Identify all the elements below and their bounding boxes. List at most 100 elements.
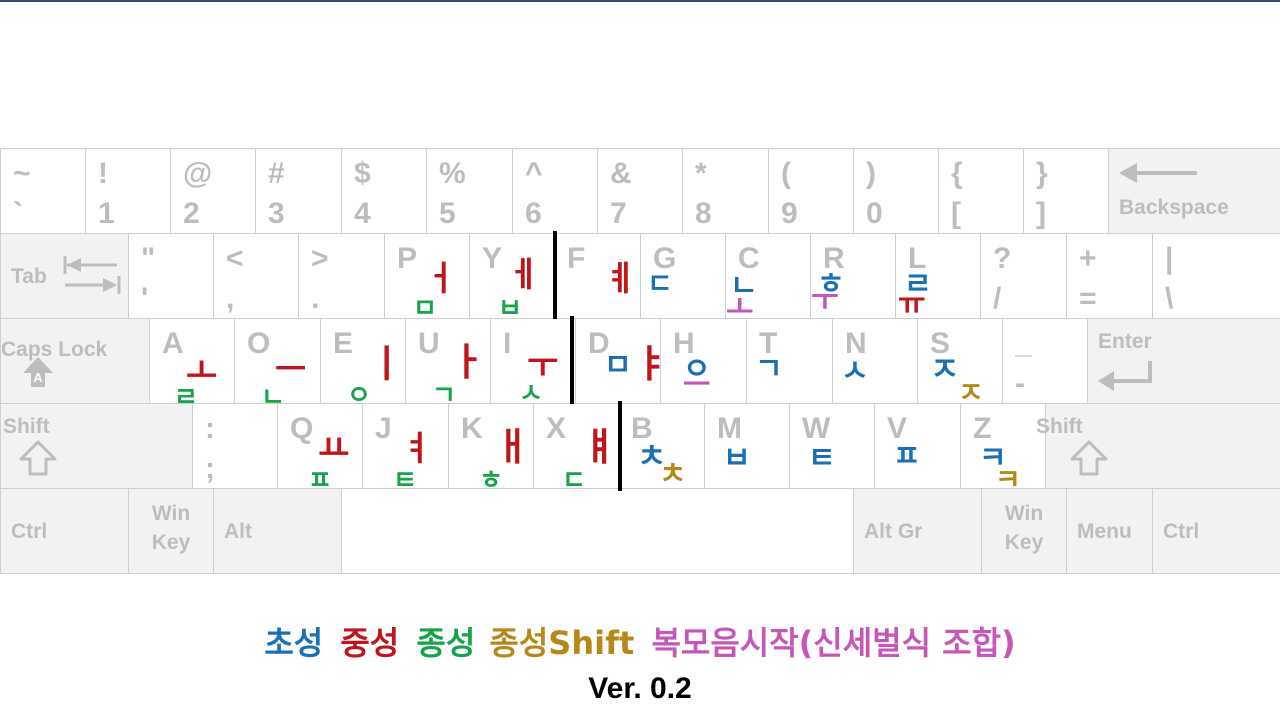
key-secondary-legend: 7 bbox=[610, 197, 627, 230]
key-number-row-12--[interactable]: }] bbox=[1023, 148, 1109, 234]
color-legend: 초성 중성 종성 종성Shift 복모음시작(신세벌식 조합) bbox=[0, 618, 1280, 664]
hangul-choseong-glyph: ㅅ bbox=[841, 354, 869, 389]
key-number-row-13-backspace[interactable]: Backspace bbox=[1108, 148, 1280, 234]
key-primary-legend: S bbox=[930, 327, 951, 360]
key-number-row-3--[interactable]: #3 bbox=[255, 148, 342, 234]
hangul-jongseong-glyph: ㅁ bbox=[413, 294, 437, 324]
key-top-row-9-r[interactable]: Rㅎㅜ bbox=[810, 233, 896, 319]
hangul-jungseong-glyph: ㅓ bbox=[425, 259, 457, 299]
key-number-row-8--[interactable]: * 8 bbox=[682, 148, 769, 234]
hangul-jungseong-glyph: ㅡ bbox=[275, 350, 307, 390]
key-primary-legend: ~ bbox=[13, 157, 31, 190]
key-space-row-1-win-key[interactable]: Win Key bbox=[128, 488, 214, 574]
hangul-jongseong-glyph: ㅍ bbox=[308, 466, 332, 496]
key-secondary-legend: 0 bbox=[866, 197, 883, 230]
key-secondary-legend: . bbox=[311, 282, 320, 315]
key-space-row-0-ctrl[interactable]: Ctrl bbox=[0, 488, 129, 574]
key-secondary-legend: ; bbox=[205, 452, 215, 485]
key-number-row-6--[interactable]: ^ 6 bbox=[512, 148, 598, 234]
key-primary-legend: G bbox=[653, 242, 677, 275]
key-top-row-12--[interactable]: + = bbox=[1066, 233, 1153, 319]
key-bottom-row-11-shift[interactable]: Shift bbox=[1036, 403, 1280, 489]
key-bottom-row-0-shift[interactable]: Shift bbox=[0, 403, 193, 489]
key-space-row-2-alt[interactable]: Alt bbox=[213, 488, 342, 574]
legend-choseong: 초성 bbox=[264, 624, 324, 662]
key-secondary-legend: / bbox=[993, 282, 1002, 315]
key-number-row-9--[interactable]: (9 bbox=[768, 148, 854, 234]
hangul-jungseong-glyph: ㅗ bbox=[186, 352, 218, 392]
key-space-row-6-menu[interactable]: Menu bbox=[1066, 488, 1153, 574]
key-number-row-7--[interactable]: & 7 bbox=[597, 148, 683, 234]
key-secondary-legend: - bbox=[1015, 367, 1025, 400]
key-top-row-2--[interactable]: <, bbox=[213, 233, 299, 319]
key-secondary-legend: 1 bbox=[98, 197, 115, 230]
hangul-choseong-glyph: ㅈ bbox=[930, 350, 960, 388]
key-home-row-11--[interactable]: _ - bbox=[1002, 318, 1088, 404]
top-rule bbox=[0, 0, 1280, 2]
keyboard-layout: ~ `! 1 @2 #3 $4% 5 ^ 6 & 7 * 8(9) 0{[}] Backspace Tab " '… bbox=[0, 148, 1280, 574]
key-number-row-10--[interactable]: ) 0 bbox=[853, 148, 939, 234]
key-top-row-0-tab[interactable]: Tab bbox=[0, 233, 129, 319]
key-secondary-legend: \ bbox=[1165, 282, 1174, 315]
key-top-row-10-l[interactable]: Lㄹㅠ bbox=[895, 233, 981, 322]
key-top-row-3--[interactable]: >. bbox=[298, 233, 385, 319]
key-top-row-1--[interactable]: " ' bbox=[128, 233, 214, 319]
key-number-row-4--[interactable]: $4 bbox=[341, 148, 427, 234]
key-primary-legend: Y bbox=[482, 242, 503, 275]
key-secondary-legend: 2 bbox=[183, 197, 200, 230]
key-space-row-7-ctrl[interactable]: Ctrl bbox=[1152, 488, 1280, 574]
key-number-row-11--[interactable]: {[ bbox=[938, 148, 1024, 234]
key-primary-legend: B bbox=[631, 412, 653, 445]
key-number-row-5--[interactable]: % 5 bbox=[426, 148, 513, 234]
key-number-row-2--[interactable]: @2 bbox=[170, 148, 256, 234]
key-top-row-13--[interactable]: | \ bbox=[1152, 233, 1280, 319]
key-space-row-5-win-key[interactable]: Win Key bbox=[981, 488, 1067, 574]
hangul-jungseong-glyph: ㅠ bbox=[898, 287, 926, 322]
key-primary-legend: F bbox=[567, 242, 586, 275]
hangul-jongseong-glyph: ㄷ bbox=[562, 466, 586, 496]
modifier-label: Backspace bbox=[1119, 196, 1229, 219]
key-space-row-4-alt-gr[interactable]: Alt Gr bbox=[853, 488, 982, 574]
key-number-row-1--[interactable]: ! 1 bbox=[85, 148, 171, 234]
key-top-row-11--[interactable]: ? / bbox=[980, 233, 1067, 319]
key-primary-legend: D bbox=[588, 327, 610, 360]
key-primary-legend: K bbox=[461, 412, 483, 445]
key-top-row-8-c[interactable]: Cㄴㅗ bbox=[725, 233, 811, 324]
key-secondary-legend: ` bbox=[13, 197, 23, 230]
key-home-row-6-d[interactable]: Dㅁㅑ bbox=[575, 318, 669, 404]
hangul-choseong-glyph: ㅊ bbox=[637, 437, 667, 475]
key-number-row-0--[interactable]: ~ ` bbox=[0, 148, 86, 234]
hangul-jongseong-glyph: ㅌ bbox=[393, 466, 417, 496]
key-home-row-7-h[interactable]: Hㅇㅡ bbox=[660, 318, 747, 404]
hand-zone-separator bbox=[618, 401, 622, 491]
key-home-row-0-caps-lock[interactable]: Caps Lock A bbox=[0, 318, 150, 404]
key-primary-legend: * bbox=[695, 157, 707, 190]
spacebar-key[interactable] bbox=[341, 488, 854, 574]
key-primary-legend: X bbox=[546, 412, 567, 445]
modifier-label: Key bbox=[151, 531, 191, 554]
key-primary-legend: W bbox=[802, 412, 831, 445]
key-bottom-row-1--[interactable]: :; bbox=[192, 403, 278, 489]
key-home-row-12-enter[interactable]: Enter bbox=[1087, 318, 1280, 404]
